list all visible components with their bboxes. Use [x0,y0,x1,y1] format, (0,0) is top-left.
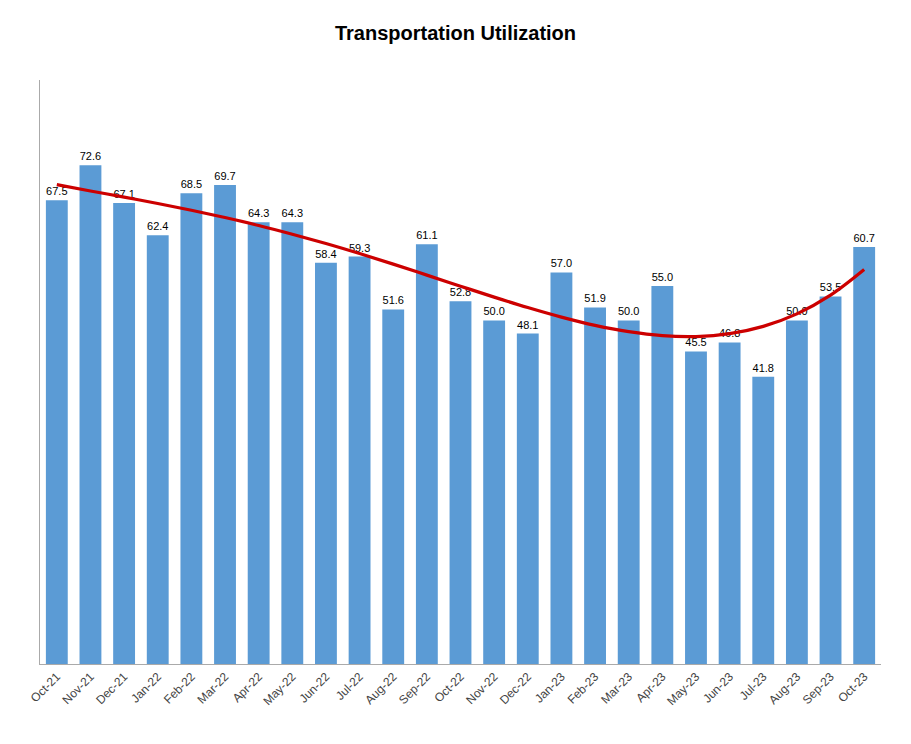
svg-text:67.5: 67.5 [46,185,67,197]
svg-text:Oct-23: Oct-23 [835,670,871,706]
svg-text:Aug-23: Aug-23 [766,670,803,707]
svg-text:48.1: 48.1 [517,319,538,331]
svg-text:Nov-21: Nov-21 [60,670,97,707]
svg-text:64.3: 64.3 [282,207,303,219]
svg-text:Sep-22: Sep-22 [396,670,433,707]
svg-text:51.6: 51.6 [383,294,404,306]
svg-text:46.8: 46.8 [719,327,740,339]
svg-text:52.8: 52.8 [450,286,471,298]
svg-text:53.5: 53.5 [820,281,841,293]
svg-text:45.5: 45.5 [685,336,706,348]
svg-text:69.7: 69.7 [214,170,235,182]
svg-text:60.7: 60.7 [853,232,874,244]
svg-text:Mar-23: Mar-23 [598,670,635,707]
svg-text:Jul-23: Jul-23 [737,670,770,703]
svg-text:Apr-22: Apr-22 [230,670,266,706]
svg-text:41.8: 41.8 [753,362,774,374]
svg-text:Jan-23: Jan-23 [532,670,568,706]
svg-text:Dec-21: Dec-21 [93,670,130,707]
svg-text:55.0: 55.0 [652,271,673,283]
svg-text:May-22: May-22 [260,670,298,708]
svg-text:Jan-22: Jan-22 [128,670,164,706]
svg-text:May-23: May-23 [664,670,702,708]
svg-text:50.0: 50.0 [618,305,639,317]
svg-text:Nov-22: Nov-22 [463,670,500,707]
svg-text:Aug-22: Aug-22 [362,670,399,707]
svg-text:Apr-23: Apr-23 [633,670,669,706]
svg-text:72.6: 72.6 [80,150,101,162]
svg-text:Oct-21: Oct-21 [28,670,64,706]
svg-text:Jun-22: Jun-22 [296,670,332,706]
svg-text:64.3: 64.3 [248,207,269,219]
svg-text:Dec-22: Dec-22 [497,670,534,707]
svg-text:57.0: 57.0 [551,257,572,269]
svg-text:58.4: 58.4 [315,248,336,260]
svg-text:Transportation Utilization: Transportation Utilization [335,22,576,44]
svg-text:Feb-22: Feb-22 [161,670,198,707]
svg-text:61.1: 61.1 [416,229,437,241]
svg-text:67.1: 67.1 [113,188,134,200]
svg-text:62.4: 62.4 [147,220,168,232]
svg-text:50.0: 50.0 [483,305,504,317]
svg-text:Mar-22: Mar-22 [195,670,232,707]
svg-text:Feb-23: Feb-23 [565,670,602,707]
svg-text:68.5: 68.5 [181,178,202,190]
svg-text:51.9: 51.9 [584,292,605,304]
svg-text:Oct-22: Oct-22 [431,670,467,706]
svg-text:Jun-23: Jun-23 [700,670,736,706]
svg-text:50.0: 50.0 [786,305,807,317]
svg-text:Jul-22: Jul-22 [333,670,366,703]
svg-text:59.3: 59.3 [349,242,370,254]
svg-text:Sep-23: Sep-23 [800,670,837,707]
